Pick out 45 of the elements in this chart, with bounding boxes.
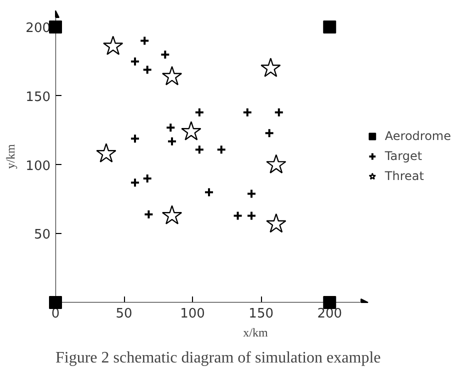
y-tick-label: 50 xyxy=(34,228,51,243)
legend-label: Aerodrome xyxy=(384,129,451,143)
x-tick-label: 200 xyxy=(317,306,342,322)
point xyxy=(194,144,204,155)
point xyxy=(49,296,62,309)
point xyxy=(130,56,140,66)
x-tick-label: 150 xyxy=(248,306,274,322)
point xyxy=(194,107,204,118)
point xyxy=(216,144,226,155)
point xyxy=(102,36,124,55)
x-tick-label: 100 xyxy=(180,306,205,322)
point xyxy=(142,64,152,75)
y-tick-label: 150 xyxy=(26,90,51,105)
point xyxy=(162,205,182,224)
y-axis-title: y/km xyxy=(4,144,18,169)
point xyxy=(246,210,256,221)
point xyxy=(232,210,243,221)
point xyxy=(260,58,281,78)
point xyxy=(160,50,170,60)
point xyxy=(166,122,176,133)
point xyxy=(96,143,116,162)
point xyxy=(140,36,150,46)
point xyxy=(144,209,154,220)
legend-label: Target xyxy=(384,149,422,163)
point xyxy=(274,107,284,118)
point xyxy=(130,178,140,188)
x-axis-title: x/km xyxy=(243,326,268,340)
point xyxy=(323,20,336,34)
y-tick-label: 200 xyxy=(26,21,51,36)
legend-label: Threat xyxy=(384,169,424,183)
caption: Figure 2 schematic diagram of simulation example xyxy=(56,350,381,366)
x-tick-label: 50 xyxy=(116,306,132,322)
point xyxy=(246,188,256,199)
point xyxy=(181,121,202,140)
point xyxy=(264,128,274,138)
point xyxy=(49,20,62,34)
y-tick-label: 100 xyxy=(26,158,51,174)
point xyxy=(266,154,286,174)
point xyxy=(242,107,252,118)
point xyxy=(204,187,214,198)
point xyxy=(130,134,140,144)
point xyxy=(162,66,182,86)
point xyxy=(167,136,177,146)
point xyxy=(266,213,286,233)
point xyxy=(142,174,152,184)
